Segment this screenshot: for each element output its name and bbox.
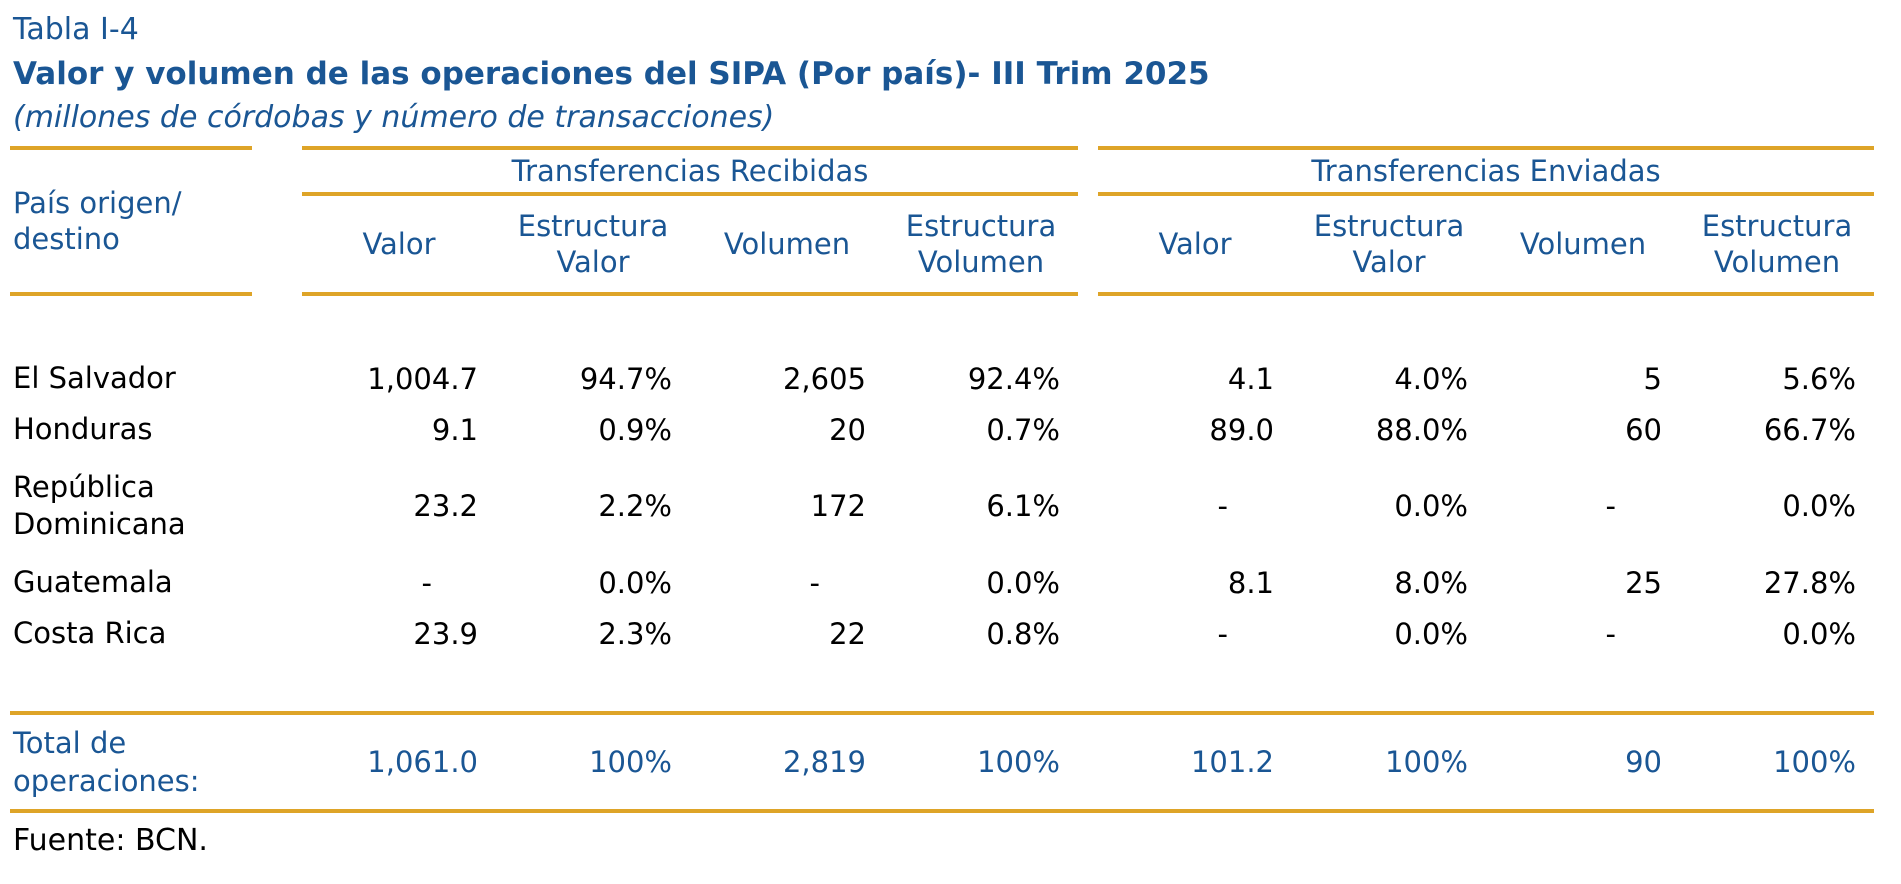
value-cell: 0.0%: [1782, 616, 1856, 651]
row-header-line2: destino: [13, 222, 120, 256]
value-cell: 60: [1625, 412, 1662, 447]
country-cell: Costa Rica: [13, 616, 167, 650]
value-cell: 89.0: [1209, 412, 1274, 447]
column-header-enviadas-estructura-volumen: Estructura Volumen: [1680, 196, 1874, 296]
total-value-cell: 100%: [1680, 711, 1874, 813]
table-header-block: Tabla I-4 Valor y volumen de las operaci…: [13, 8, 1901, 140]
value-cell: 20: [829, 412, 866, 447]
value-cell: 0.0%: [1394, 616, 1468, 651]
value-cell: 9.1: [431, 412, 478, 447]
value-cell: 2.3%: [598, 616, 672, 651]
column-header-recibidas-estructura-volumen: Estructura Volumen: [884, 196, 1078, 296]
page-subtitle: (millones de córdobas y número de transa…: [13, 100, 775, 135]
column-header-recibidas-valor: Valor: [302, 196, 496, 296]
value-cell: 6.1%: [986, 489, 1060, 523]
column-header-enviadas-volumen: Volumen: [1486, 196, 1680, 296]
value-cell: 0.0%: [598, 565, 672, 600]
sipa-operations-table: País origen/ destino Transferencias Reci…: [10, 146, 1874, 813]
country-cell: El Salvador: [13, 361, 176, 395]
value-cell: 25: [1625, 565, 1662, 600]
total-value-cell: 100%: [1292, 711, 1486, 813]
value-cell: -: [1217, 489, 1228, 523]
value-cell: 8.0%: [1394, 565, 1468, 600]
column-header-recibidas-volumen: Volumen: [690, 196, 884, 296]
value-cell: 1,004.7: [367, 361, 478, 396]
column-header-recibidas-estructura-valor: Estructura Valor: [496, 196, 690, 296]
country-cell: República Dominicana: [13, 470, 186, 541]
value-cell: 92.4%: [967, 361, 1060, 396]
value-cell: 0.7%: [986, 412, 1060, 447]
row-header-pais-origen-destino: País origen/ destino: [10, 146, 252, 296]
value-cell: 5.6%: [1782, 361, 1856, 396]
page-title: Valor y volumen de las operaciones del S…: [13, 56, 1210, 92]
value-cell: 27.8%: [1763, 565, 1856, 600]
total-value-cell: 100%: [496, 711, 690, 813]
value-cell: 0.0%: [1782, 489, 1856, 523]
table-label: Tabla I-4: [13, 12, 139, 47]
value-cell: 172: [810, 489, 866, 523]
value-cell: -: [1605, 489, 1616, 523]
total-value-cell: 2,819: [690, 711, 884, 813]
value-cell: 23.9: [413, 616, 478, 651]
value-cell: 5: [1643, 361, 1662, 396]
value-cell: -: [1605, 616, 1616, 651]
value-cell: -: [1217, 616, 1228, 651]
total-value-cell: 100%: [884, 711, 1078, 813]
group-header-transferencias-recibidas: Transferencias Recibidas: [302, 146, 1078, 196]
column-gap: [1078, 711, 1098, 813]
value-cell: 0.8%: [986, 616, 1060, 651]
value-cell: 4.1: [1227, 361, 1274, 396]
value-cell: 0.9%: [598, 412, 672, 447]
value-cell: 88.0%: [1375, 412, 1468, 447]
column-header-enviadas-estructura-valor: Estructura Valor: [1292, 196, 1486, 296]
total-value-cell: 90: [1486, 711, 1680, 813]
value-cell: 8.1: [1227, 565, 1274, 600]
source-note: Fuente: BCN.: [13, 823, 208, 858]
value-cell: 4.0%: [1394, 361, 1468, 396]
country-cell: Honduras: [13, 412, 153, 446]
total-value-cell: 101.2: [1098, 711, 1292, 813]
country-cell: Guatemala: [13, 565, 173, 599]
group-header-transferencias-enviadas: Transferencias Enviadas: [1098, 146, 1874, 196]
value-cell: -: [421, 565, 432, 600]
value-cell: 0.0%: [986, 565, 1060, 600]
column-gap: [252, 711, 302, 813]
value-cell: 2.2%: [598, 489, 672, 523]
total-row-label: Total de operaciones:: [10, 711, 252, 813]
value-cell: 94.7%: [579, 361, 672, 396]
value-cell: 22: [829, 616, 866, 651]
value-cell: 66.7%: [1763, 412, 1856, 447]
column-header-enviadas-valor: Valor: [1098, 196, 1292, 296]
value-cell: 23.2: [413, 489, 478, 523]
total-value-cell: 1,061.0: [302, 711, 496, 813]
value-cell: 2,605: [782, 361, 866, 396]
row-header-line1: País origen/: [13, 186, 182, 220]
value-cell: 0.0%: [1394, 489, 1468, 523]
value-cell: -: [809, 565, 820, 600]
